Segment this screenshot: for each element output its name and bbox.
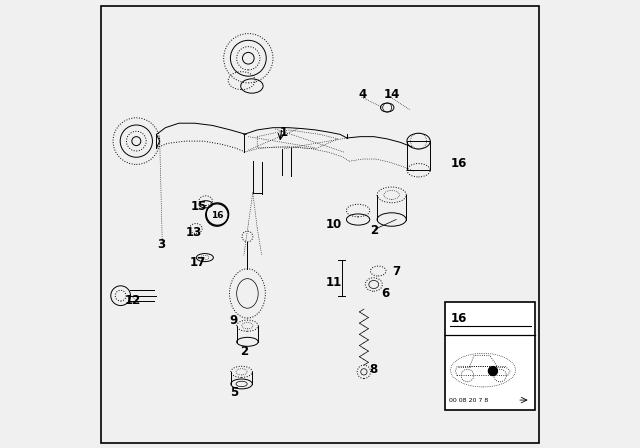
Text: 7: 7 (392, 264, 400, 278)
Text: 2: 2 (370, 224, 378, 237)
Text: 16: 16 (451, 312, 467, 325)
Circle shape (488, 366, 497, 375)
Bar (407, 141, 430, 170)
Text: 16: 16 (451, 157, 467, 170)
Text: 4: 4 (358, 87, 367, 101)
Text: 5: 5 (230, 385, 238, 399)
Text: 10: 10 (325, 217, 342, 231)
Text: 13: 13 (186, 226, 202, 240)
Text: 16: 16 (211, 211, 223, 220)
Text: 8: 8 (370, 363, 378, 376)
Text: 1: 1 (280, 125, 288, 139)
Text: 2: 2 (240, 345, 248, 358)
Text: 00 08 20 7 8: 00 08 20 7 8 (449, 397, 488, 403)
Text: 3: 3 (157, 237, 165, 251)
Text: 12: 12 (125, 293, 141, 307)
Text: 17: 17 (190, 255, 206, 269)
Text: 11: 11 (325, 276, 342, 289)
Text: 9: 9 (230, 314, 238, 327)
Text: 15: 15 (191, 199, 207, 213)
Bar (445, 302, 535, 410)
Text: 14: 14 (383, 87, 400, 101)
Text: 6: 6 (381, 287, 389, 300)
